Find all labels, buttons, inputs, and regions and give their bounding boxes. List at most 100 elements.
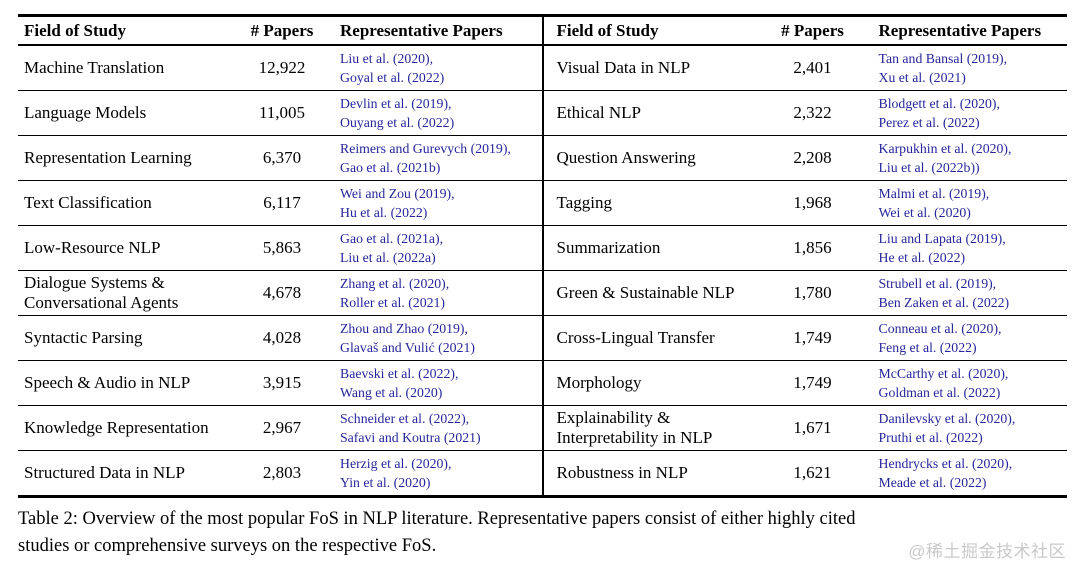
- field-of-study-cell: Robustness in NLP: [556, 463, 688, 482]
- table-row: Language Models 11,005 Devlin et al. (20…: [18, 91, 542, 136]
- citation-link[interactable]: Devlin et al. (2019),: [340, 96, 452, 111]
- table-row: Structured Data in NLP 2,803 Herzig et a…: [18, 451, 542, 495]
- citation-link[interactable]: Xu et al. (2021): [878, 70, 966, 85]
- paper-count-cell: 1,749: [793, 328, 832, 347]
- citation-link[interactable]: Glavaš and Vulić (2021): [340, 340, 475, 355]
- citation-link[interactable]: Baevski et al. (2022),: [340, 366, 459, 381]
- field-of-study-cell: Machine Translation: [24, 58, 165, 77]
- paper-count-cell: 2,401: [793, 58, 832, 77]
- citation-link[interactable]: Goldman et al. (2022): [878, 385, 1001, 400]
- citation-link[interactable]: Liu and Lapata (2019),: [878, 231, 1006, 246]
- column-header-representative-papers: Representative Papers: [340, 20, 503, 40]
- paper-count-cell: 1,749: [793, 373, 832, 392]
- field-of-study-cell: Ethical NLP: [556, 103, 642, 122]
- field-of-study-cell: Low-Resource NLP: [24, 238, 161, 257]
- citation-link[interactable]: Liu et al. (2022b)): [878, 160, 980, 175]
- citation-link[interactable]: Liu et al. (2022a): [340, 250, 436, 265]
- representative-papers-cell: Schneider et al. (2022), Safavi and Kout…: [328, 406, 542, 450]
- field-of-study-cell: Cross-Lingual Transfer: [556, 328, 715, 347]
- paper-count-cell: 3,915: [262, 373, 302, 392]
- table-row: Syntactic Parsing 4,028 Zhou and Zhao (2…: [18, 316, 542, 361]
- citation-link[interactable]: Hu et al. (2022): [340, 205, 428, 220]
- citation-link[interactable]: Hendrycks et al. (2020),: [878, 456, 1013, 471]
- representative-papers-cell: Herzig et al. (2020), Yin et al. (2020): [328, 451, 542, 495]
- citation-link[interactable]: Goyal et al. (2022): [340, 70, 445, 85]
- citation-link[interactable]: Meade et al. (2022): [878, 475, 987, 490]
- paper-count-cell: 1,671: [793, 418, 832, 437]
- representative-papers-cell: Malmi et al. (2019), Wei et al. (2020): [853, 181, 1068, 225]
- citation-link[interactable]: Roller et al. (2021): [340, 295, 445, 310]
- citation-link[interactable]: Malmi et al. (2019),: [878, 186, 990, 201]
- field-of-study-cell: Structured Data in NLP: [24, 463, 185, 482]
- citation-link[interactable]: Schneider et al. (2022),: [340, 411, 470, 426]
- citation-link[interactable]: Gao et al. (2021a),: [340, 231, 444, 246]
- table-header-row: Field of Study # Papers Representative P…: [543, 17, 1067, 46]
- paper-count-cell: 2,208: [793, 148, 832, 167]
- citation-link[interactable]: Wei et al. (2020): [878, 205, 971, 220]
- table-row: Morphology 1,749 McCarthy et al. (2020),…: [543, 361, 1067, 406]
- citation-link[interactable]: Ouyang et al. (2022): [340, 115, 455, 130]
- representative-papers-cell: Karpukhin et al. (2020), Liu et al. (202…: [853, 136, 1068, 180]
- paper-count-cell: 2,967: [262, 418, 302, 437]
- field-of-study-cell: Question Answering: [556, 148, 696, 167]
- paper-count-cell: 5,863: [262, 238, 302, 257]
- field-of-study-cell: Language Models: [24, 103, 147, 122]
- representative-papers-cell: Tan and Bansal (2019), Xu et al. (2021): [853, 46, 1068, 90]
- citation-link[interactable]: Strubell et al. (2019),: [878, 276, 997, 291]
- table-row: Dialogue Systems & Conversational Agents…: [18, 271, 542, 316]
- table-caption: Table 2: Overview of the most popular Fo…: [18, 506, 1038, 560]
- field-of-study-cell: Dialogue Systems & Conversational Agents: [24, 273, 179, 312]
- citation-link[interactable]: Safavi and Koutra (2021): [340, 430, 481, 445]
- field-of-study-cell: Explainability & Interpretability in NLP: [556, 408, 713, 447]
- representative-papers-cell: Conneau et al. (2020), Feng et al. (2022…: [853, 316, 1068, 360]
- table-row: Low-Resource NLP 5,863 Gao et al. (2021a…: [18, 226, 542, 271]
- table-row: Representation Learning 6,370 Reimers an…: [18, 136, 542, 181]
- paper-count-cell: 2,803: [262, 463, 302, 482]
- citation-link[interactable]: Herzig et al. (2020),: [340, 456, 452, 471]
- citation-link[interactable]: Feng et al. (2022): [878, 340, 977, 355]
- citation-link[interactable]: Yin et al. (2020): [340, 475, 431, 490]
- citation-link[interactable]: Reimers and Gurevych (2019),: [340, 141, 511, 156]
- table-caption-line-1: Table 2: Overview of the most popular Fo…: [18, 509, 856, 529]
- citation-link[interactable]: Conneau et al. (2020),: [878, 321, 1002, 336]
- table-row: Tagging 1,968 Malmi et al. (2019), Wei e…: [543, 181, 1068, 226]
- paper-count-cell: 4,028: [262, 328, 302, 347]
- field-of-study-cell: Text Classification: [24, 193, 152, 212]
- representative-papers-cell: Strubell et al. (2019), Ben Zaken et al.…: [853, 271, 1068, 315]
- representative-papers-cell: Zhou and Zhao (2019), Glavaš and Vulić (…: [328, 316, 542, 360]
- field-of-study-cell: Syntactic Parsing: [24, 328, 143, 347]
- representative-papers-cell: Liu et al. (2020), Goyal et al. (2022): [328, 46, 542, 90]
- citation-link[interactable]: Zhang et al. (2020),: [340, 276, 450, 291]
- citation-link[interactable]: Zhou and Zhao (2019),: [340, 321, 468, 336]
- table-header-row: Field of Study # Papers Representative P…: [18, 17, 542, 46]
- column-header-num-papers: # Papers: [250, 20, 314, 40]
- representative-papers-cell: Hendrycks et al. (2020), Meade et al. (2…: [853, 451, 1068, 495]
- citation-link[interactable]: Perez et al. (2022): [878, 115, 980, 130]
- representative-papers-cell: Liu and Lapata (2019), He et al. (2022): [853, 226, 1068, 270]
- field-of-study-cell: Tagging: [556, 193, 612, 212]
- table-row: Speech & Audio in NLP 3,915 Baevski et a…: [18, 361, 542, 406]
- paper-count-cell: 1,780: [793, 283, 832, 302]
- table-row: Cross-Lingual Transfer 1,749 Conneau et …: [543, 316, 1068, 361]
- citation-link[interactable]: Karpukhin et al. (2020),: [878, 141, 1012, 156]
- citation-link[interactable]: Ben Zaken et al. (2022): [878, 295, 1010, 310]
- fos-table-left-half: Field of Study # Papers Representative P…: [18, 17, 544, 495]
- citation-link[interactable]: Wei and Zou (2019),: [340, 186, 455, 201]
- representative-papers-cell: Danilevsky et al. (2020), Pruthi et al. …: [853, 406, 1068, 450]
- table-row: Ethical NLP 2,322 Blodgett et al. (2020)…: [543, 91, 1067, 136]
- representative-papers-cell: Reimers and Gurevych (2019), Gao et al. …: [328, 136, 542, 180]
- citation-link[interactable]: Pruthi et al. (2022): [878, 430, 983, 445]
- table-row: Text Classification 6,117 Wei and Zou (2…: [18, 181, 542, 226]
- citation-link[interactable]: Wang et al. (2020): [340, 385, 443, 400]
- citation-link[interactable]: He et al. (2022): [878, 250, 966, 265]
- representative-papers-cell: Devlin et al. (2019), Ouyang et al. (202…: [328, 91, 542, 135]
- citation-link[interactable]: Tan and Bansal (2019),: [878, 51, 1008, 66]
- representative-papers-cell: Baevski et al. (2022), Wang et al. (2020…: [328, 361, 542, 405]
- citation-link[interactable]: Liu et al. (2020),: [340, 51, 434, 66]
- table-row: Knowledge Representation 2,967 Schneider…: [18, 406, 542, 451]
- citation-link[interactable]: McCarthy et al. (2020),: [878, 366, 1009, 381]
- citation-link[interactable]: Blodgett et al. (2020),: [878, 96, 1000, 111]
- citation-link[interactable]: Danilevsky et al. (2020),: [878, 411, 1016, 426]
- paper-count-cell: 6,370: [262, 148, 302, 167]
- citation-link[interactable]: Gao et al. (2021b): [340, 160, 441, 175]
